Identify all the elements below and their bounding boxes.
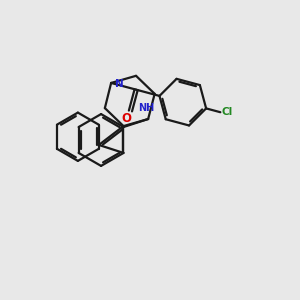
Text: N: N — [115, 80, 123, 89]
Text: Cl: Cl — [222, 107, 233, 117]
Text: O: O — [121, 112, 131, 125]
Text: NH: NH — [139, 103, 155, 112]
